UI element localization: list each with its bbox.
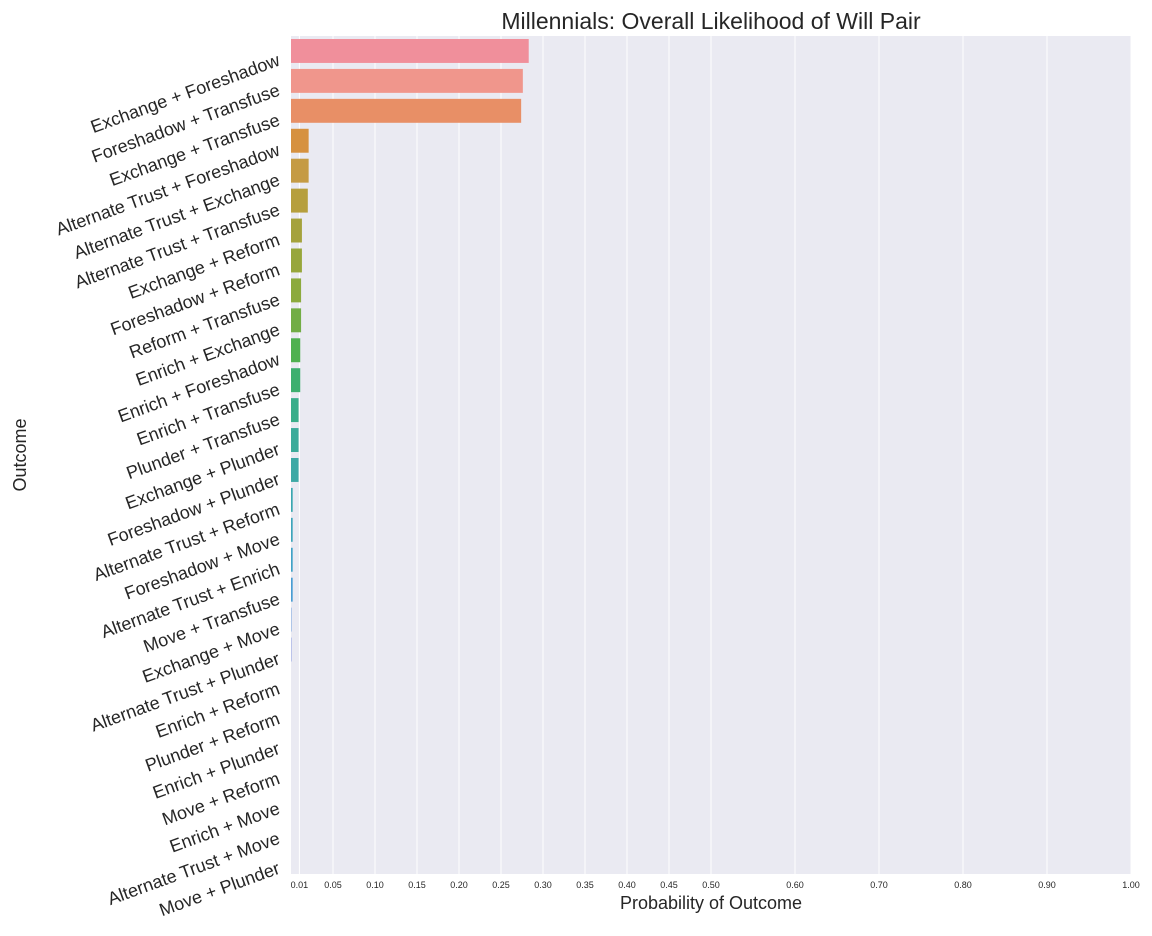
bar (291, 218, 302, 243)
bar (291, 517, 293, 542)
y-axis-label: Outcome (10, 418, 30, 491)
x-tick-label: 0.30 (534, 880, 552, 890)
bar (291, 457, 299, 482)
x-tick-label: 1.00 (1122, 880, 1140, 890)
x-tick-label: 0.70 (870, 880, 888, 890)
x-tick-label: 0.25 (492, 880, 510, 890)
bar (291, 398, 299, 423)
x-tick-label: 0.10 (366, 880, 384, 890)
x-tick-label: 0.35 (576, 880, 594, 890)
x-tick-label: 0.15 (408, 880, 426, 890)
bar (291, 368, 301, 393)
grid-lines (298, 36, 1132, 874)
bar (291, 38, 529, 63)
x-tick-label: 0.45 (660, 880, 678, 890)
bar (291, 487, 293, 512)
bar (291, 308, 302, 333)
x-tick-labels: 0.01 0.05 0.10 0.15 0.20 0.25 0.30 0.35 0.40 0.45… (291, 880, 1140, 890)
bar (291, 128, 309, 153)
bar (291, 338, 301, 363)
x-tick-label: 0.50 (702, 880, 720, 890)
bar (291, 577, 293, 602)
bar (291, 158, 309, 183)
x-tick-label: 0.40 (618, 880, 636, 890)
x-tick-label: 0.20 (450, 880, 468, 890)
bar (291, 248, 302, 273)
x-tick-label: 0.90 (1038, 880, 1056, 890)
x-tick-label: 0.01 (291, 880, 309, 890)
bar (291, 278, 302, 303)
bars (291, 38, 529, 662)
x-tick-label: 0.05 (324, 880, 342, 890)
x-tick-label: 0.80 (954, 880, 972, 890)
chart-title: Millennials: Overall Likelihood of Will … (501, 8, 921, 34)
bar (291, 98, 522, 123)
bar (291, 547, 293, 572)
bar (291, 428, 299, 453)
bar (291, 188, 308, 213)
x-axis-label: Probability of Outcome (620, 893, 802, 913)
bar (291, 68, 523, 93)
x-tick-label: 0.60 (786, 880, 804, 890)
